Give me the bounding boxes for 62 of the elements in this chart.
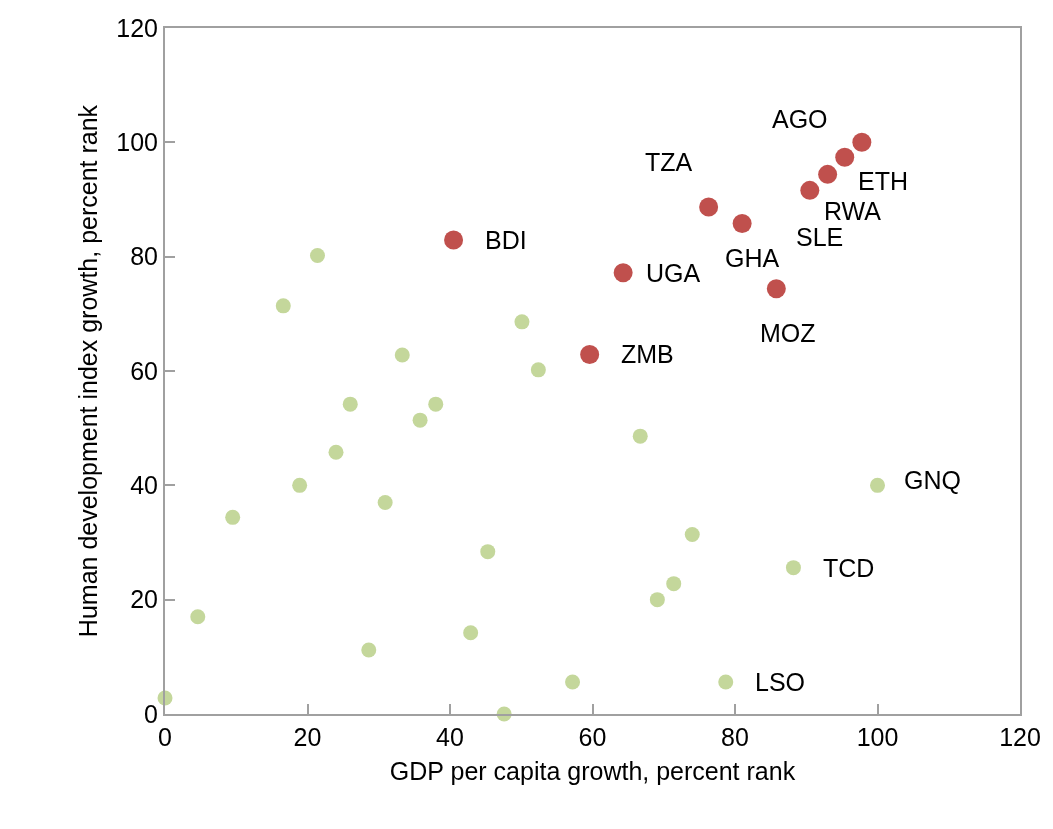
x-tick-label: 20 bbox=[293, 723, 322, 751]
point bbox=[292, 477, 308, 493]
point bbox=[225, 509, 241, 525]
point bbox=[444, 230, 464, 250]
annotation: GHA bbox=[725, 244, 780, 272]
point bbox=[565, 674, 581, 690]
point bbox=[328, 444, 344, 460]
annotation: UGA bbox=[646, 259, 701, 287]
x-tick-label: 80 bbox=[721, 723, 749, 751]
point bbox=[361, 642, 377, 658]
y-tick-label: 0 bbox=[144, 699, 158, 728]
annotation: ETH bbox=[858, 167, 908, 195]
point bbox=[870, 477, 885, 493]
y-axis-title: Human development index growth, percent rank bbox=[73, 104, 102, 638]
point bbox=[852, 132, 872, 152]
point bbox=[800, 180, 820, 200]
y-tick-label: 120 bbox=[116, 13, 158, 42]
y-tick-label: 20 bbox=[130, 585, 158, 614]
annotation: BDI bbox=[485, 226, 527, 254]
point bbox=[684, 527, 700, 542]
point bbox=[632, 428, 648, 444]
point bbox=[463, 625, 479, 641]
point bbox=[309, 248, 325, 264]
x-tick-label: 120 bbox=[999, 723, 1041, 751]
y-tick-label: 40 bbox=[130, 471, 158, 500]
y-tick-label: 80 bbox=[130, 242, 158, 271]
annotation: RWA bbox=[824, 197, 882, 225]
annotation: SLE bbox=[796, 223, 844, 251]
point bbox=[613, 263, 633, 283]
annotation: AGO bbox=[772, 105, 828, 133]
point bbox=[766, 279, 786, 299]
point bbox=[190, 609, 206, 625]
x-tick-label: 40 bbox=[436, 723, 464, 751]
point bbox=[394, 347, 410, 363]
annotation: GNQ bbox=[904, 466, 961, 494]
point bbox=[480, 544, 496, 560]
x-axis-title: GDP per capita growth, percent rank bbox=[389, 756, 796, 785]
annotation: ZMB bbox=[621, 340, 674, 368]
point bbox=[785, 560, 801, 576]
annotation: TZA bbox=[645, 148, 693, 176]
point bbox=[666, 576, 682, 592]
point bbox=[275, 298, 291, 314]
point bbox=[580, 344, 600, 364]
point bbox=[718, 674, 734, 690]
point bbox=[818, 164, 838, 184]
point bbox=[428, 396, 444, 412]
point bbox=[732, 214, 752, 233]
x-tick-label: 100 bbox=[856, 723, 899, 751]
point bbox=[377, 494, 393, 510]
annotation: MOZ bbox=[760, 319, 816, 347]
point bbox=[835, 147, 855, 167]
annotation: LSO bbox=[755, 668, 806, 696]
point bbox=[699, 197, 719, 217]
point bbox=[649, 592, 665, 608]
point bbox=[342, 396, 358, 412]
point bbox=[514, 314, 530, 330]
y-tick-label: 100 bbox=[116, 128, 158, 157]
y-tick-label: 60 bbox=[130, 356, 158, 385]
point bbox=[530, 362, 546, 378]
annotation: TCD bbox=[823, 554, 875, 582]
point bbox=[412, 412, 428, 428]
x-tick-label: 60 bbox=[578, 723, 607, 751]
